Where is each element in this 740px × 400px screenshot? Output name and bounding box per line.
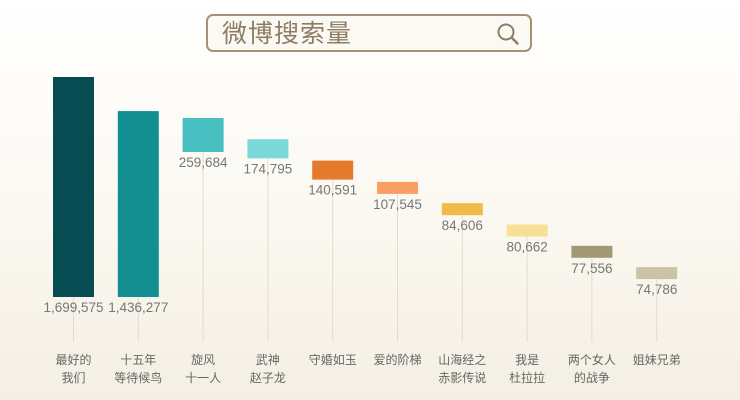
bar <box>441 203 483 216</box>
bar <box>53 77 94 297</box>
bar-group: 140,591 守婚如玉 <box>308 160 357 367</box>
category-label: 赵子龙 <box>250 371 286 385</box>
value-label: 74,786 <box>636 282 677 297</box>
value-label: 140,591 <box>308 183 357 198</box>
value-label: 107,545 <box>373 197 422 212</box>
category-label: 姐妹兄弟 <box>633 353 681 367</box>
category-label: 杜拉拉 <box>509 370 545 385</box>
search-icon[interactable] <box>496 22 520 46</box>
category-label: 旋风 <box>191 353 215 367</box>
category-label: 我们 <box>61 370 85 385</box>
category-label: 赤影传说 <box>438 370 486 385</box>
category-label: 守婚如玉 <box>309 352 357 367</box>
category-label: 最好的 <box>55 352 91 367</box>
bar-group: 74,786 姐妹兄弟 <box>633 267 681 367</box>
bar <box>117 111 159 297</box>
value-label: 84,606 <box>442 218 483 233</box>
bar-group: 107,545 爱的阶梯 <box>373 181 422 367</box>
value-label: 1,436,277 <box>108 300 168 315</box>
bar <box>377 181 418 194</box>
bar <box>571 245 613 258</box>
bar <box>312 160 354 180</box>
category-label: 十五年 <box>120 353 156 367</box>
bar <box>636 267 678 280</box>
category-label: 的战争 <box>574 370 610 385</box>
category-label: 山海经之 <box>438 352 486 367</box>
value-label: 77,556 <box>571 261 612 276</box>
category-label: 武神 <box>256 353 280 367</box>
bar <box>247 139 289 159</box>
category-label: 两个女人 <box>568 352 616 367</box>
category-label: 我是 <box>515 353 539 367</box>
bar <box>506 224 548 237</box>
bar <box>182 118 224 152</box>
value-label: 259,684 <box>179 155 228 170</box>
category-label: 爱的阶梯 <box>373 352 421 367</box>
category-label: 等待候鸟 <box>114 370 162 385</box>
value-label: 1,699,575 <box>43 300 103 315</box>
chart-title: 微博搜索量 <box>222 19 353 48</box>
value-label: 80,662 <box>506 240 547 255</box>
search-box[interactable]: 微博搜索量 <box>206 14 532 52</box>
category-label: 十一人 <box>185 371 221 385</box>
value-label: 174,795 <box>243 161 292 176</box>
